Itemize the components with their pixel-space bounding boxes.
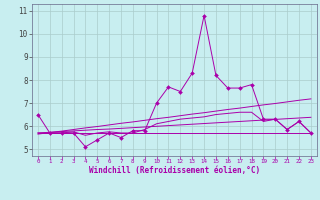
X-axis label: Windchill (Refroidissement éolien,°C): Windchill (Refroidissement éolien,°C) bbox=[89, 166, 260, 175]
